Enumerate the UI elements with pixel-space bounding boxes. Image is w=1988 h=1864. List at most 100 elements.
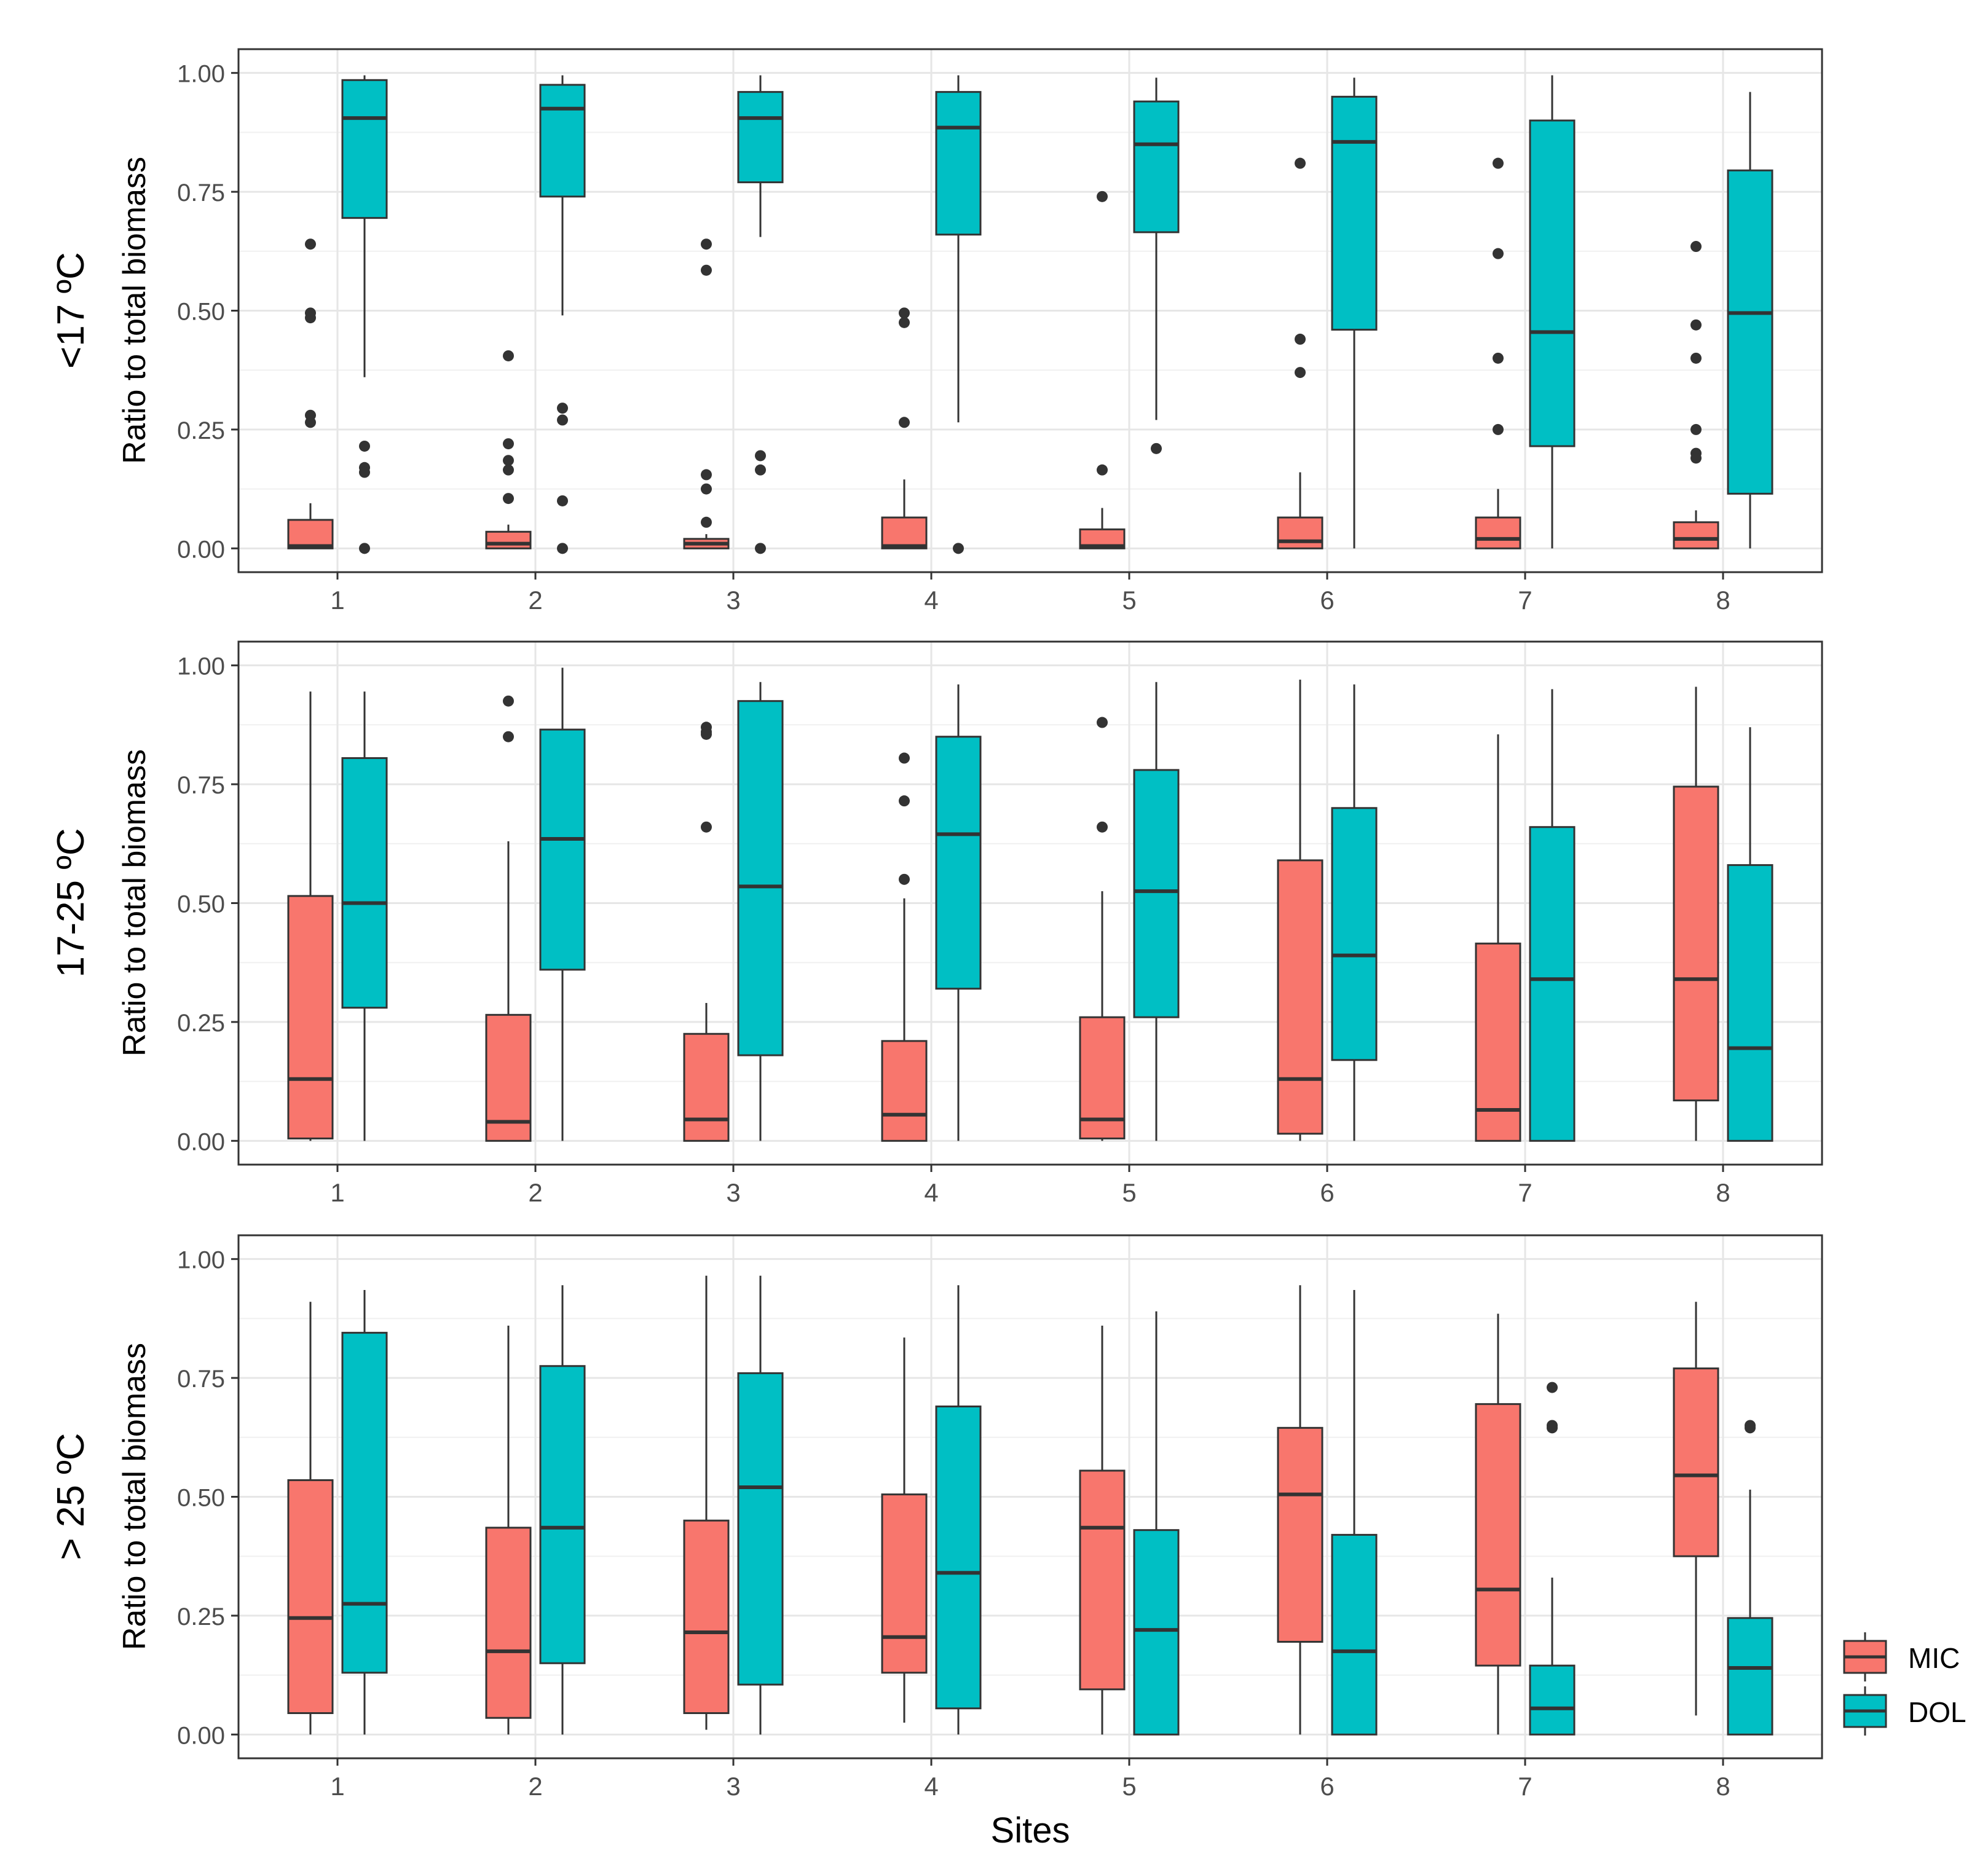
panel-3-dol-box-site-7 (1529, 1382, 1576, 1736)
panel-2-mic-box (1475, 942, 1521, 1142)
panel-3-y-tick-label: 0.00 (177, 1722, 225, 1749)
panel-2-mic-box-site-1 (287, 691, 334, 1141)
panel-1-mic-box-site-1 (287, 238, 334, 549)
x-axis-title: Sites (991, 1811, 1070, 1850)
panel-1-y-axis-title: Ratio to total biomass (117, 157, 152, 464)
panel-1-mic-box-site-6 (1277, 157, 1323, 549)
panel-1-mic-outlier-point (899, 417, 910, 428)
panel-2-mic-box (287, 895, 334, 1139)
panel-3-x-tick-label: 6 (1320, 1772, 1334, 1801)
panel-2-y-ticks: 0.00 0.25 0.50 0.75 1.00 (177, 653, 239, 1155)
panel-3-x-tick-label: 7 (1518, 1772, 1532, 1801)
panel-2-x-tick-label: 8 (1716, 1178, 1730, 1207)
panel-1-dol-box-site-3 (737, 75, 784, 554)
panel-2-dol-box-site-5 (1133, 682, 1180, 1141)
panel-3-x-tick-label: 4 (924, 1772, 938, 1801)
panel-3-y-ticks: 0.00 0.25 0.50 0.75 1.00 (177, 1247, 239, 1749)
panel-2-dol-box-site-2 (539, 667, 586, 1141)
panel-3-dol-outlier-point (1547, 1422, 1558, 1434)
panel-1-x-tick-label: 4 (924, 586, 938, 615)
panel-2: 0.00 0.25 0.50 0.75 1.00 1 2 3 4 5 6 7 8 Ratio to t… (50, 640, 1823, 1207)
panel-1-dol-box (1727, 169, 1773, 495)
panel-1-mic-box-site-4 (881, 307, 928, 549)
panel-3-mic-box (1277, 1426, 1323, 1643)
panel-2-dol-box-site-7 (1529, 689, 1576, 1142)
panel-3-dol-box-site-1 (341, 1289, 388, 1735)
panel-2-dol-box-site-3 (737, 682, 784, 1141)
panel-2-y-axis-title: Ratio to total biomass (117, 749, 152, 1056)
panel-1-mic-outlier-point (1295, 333, 1306, 345)
panel-1-grid (239, 49, 1822, 572)
panel-3-mic-box (1673, 1367, 1719, 1557)
panel-1-mic-outlier-point (1295, 367, 1306, 379)
panel-3-y-tick-label: 0.75 (177, 1366, 225, 1393)
panel-1-y-tick-label: 0.25 (177, 417, 225, 444)
panel-1-mic-outlier-point (503, 464, 514, 476)
panel-1-mic-outlier-point (305, 238, 316, 250)
panel-1-dol-box-site-8 (1727, 92, 1773, 549)
legend-item-dol: DOL (1843, 1686, 1966, 1736)
panel-1-dol-box (341, 79, 388, 219)
panel-3-dol-box-site-6 (1331, 1289, 1378, 1736)
panel-3-y-tick-label: 1.00 (177, 1247, 225, 1274)
panel-2-mic-outlier-point (503, 695, 514, 707)
panel-2-mic-box-site-8 (1673, 686, 1719, 1141)
panel-2-dol-box (341, 757, 388, 1009)
panel-1-mic-outlier-point (305, 312, 316, 324)
panel-2-x-tick-label: 3 (726, 1178, 740, 1207)
panel-1-x-tick-label: 2 (528, 586, 542, 615)
panel-1-y-tick-label: 0.50 (177, 299, 225, 326)
panel-3-mic-box-site-1 (287, 1302, 334, 1735)
panel-1-mic-outlier-point (1295, 157, 1306, 169)
panel-2-mic-outlier-point (1097, 821, 1108, 833)
panel-1-dol-box (1133, 100, 1180, 234)
panel-3-dol-box-site-3 (737, 1275, 784, 1735)
panel-1-mic-box (1673, 521, 1719, 549)
panel-2-strip-label: 17-25 ºC (50, 828, 92, 977)
panel-3-y-axis-title: Ratio to total biomass (117, 1343, 152, 1650)
panel-3-mic-box (881, 1493, 928, 1674)
panel-2-y-tick-label: 1.00 (177, 653, 225, 680)
panel-3-marks (287, 1275, 1773, 1736)
panel-2-mic-box-site-7 (1475, 734, 1521, 1142)
panel-1-mic-outlier-point (1097, 464, 1108, 476)
panel-1-dol-box-site-7 (1529, 75, 1576, 549)
panel-1-dol-box-site-4 (935, 75, 982, 554)
panel-1-y-tick-label: 0.75 (177, 179, 225, 206)
panel-1-dol-box (539, 84, 586, 198)
panel-1-dol-box-site-1 (341, 75, 388, 554)
panel-1-dol-box (1331, 95, 1378, 331)
panel-1-dol-box-site-5 (1133, 77, 1180, 454)
panel-1-mic-outlier-point (899, 317, 910, 328)
panel-1-dol-box-site-2 (539, 75, 586, 554)
panel-3-dol-box-site-5 (1133, 1311, 1180, 1736)
panel-1-strip-label: <17 ºC (50, 252, 92, 369)
panel-2-mic-box-site-3 (683, 722, 730, 1142)
panel-1-mic-box (287, 519, 334, 549)
panel-1-dol-outlier-point (1151, 442, 1162, 454)
panel-1-mic-box-site-5 (1079, 191, 1126, 549)
panel-2-dol-box (1727, 864, 1773, 1142)
panel-3-x-tick-label: 5 (1122, 1772, 1136, 1801)
panel-2-x-tick-label: 6 (1320, 1178, 1334, 1207)
panel-2-mic-outlier-point (1097, 717, 1108, 728)
legend-dol-label: DOL (1908, 1696, 1966, 1728)
panel-3-dol-box (935, 1406, 982, 1710)
panel-1-dol-outlier-point (557, 543, 568, 554)
panel-2-mic-box (683, 1032, 730, 1142)
panel-1-mic-box-site-3 (683, 238, 730, 549)
panel-3-dol-box (737, 1372, 784, 1686)
panel-3-dol-box (341, 1332, 388, 1674)
panel-2-y-tick-label: 0.50 (177, 891, 225, 918)
panel-1-mic-outlier-point (701, 264, 712, 276)
panel-1-y-tick-label: 1.00 (177, 61, 225, 88)
panel-1-mic-outlier-point (503, 493, 514, 505)
panel-1-mic-outlier-point (701, 516, 712, 528)
panel-1-mic-outlier-point (1493, 157, 1504, 169)
panel-3-mic-box (1079, 1469, 1126, 1691)
panel-1-dol-outlier-point (359, 466, 370, 478)
panel-2-dol-box (737, 700, 784, 1056)
panel-2-y-tick-label: 0.25 (177, 1010, 225, 1037)
panel-1-dol-box (1529, 119, 1576, 447)
panel-2-mic-box (1673, 785, 1719, 1102)
